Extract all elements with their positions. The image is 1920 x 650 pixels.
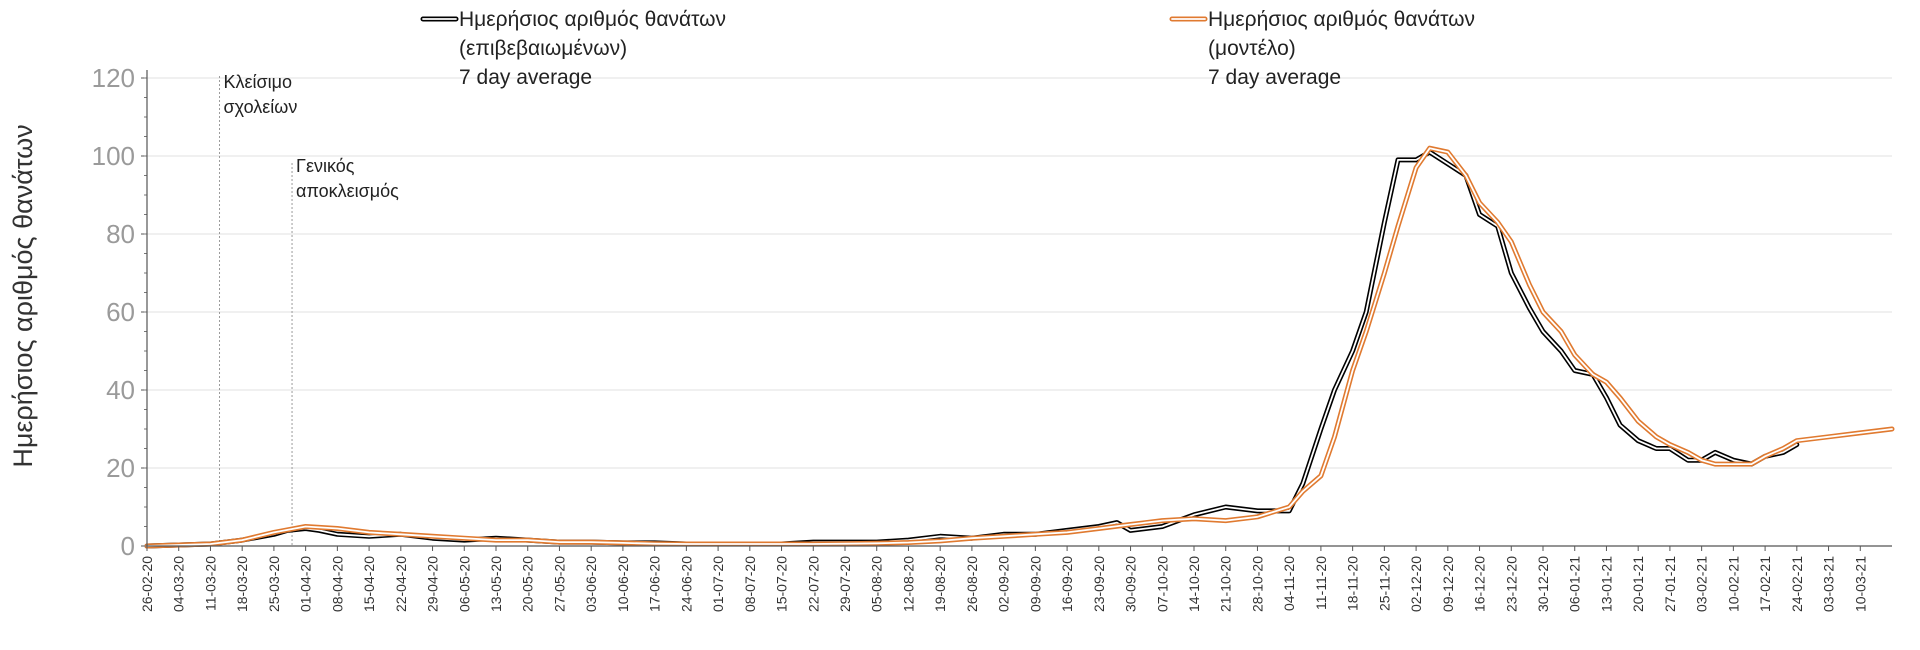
x-tick-label: 28-10-20 bbox=[1249, 556, 1265, 612]
x-tick-label: 21-10-20 bbox=[1218, 556, 1234, 612]
x-tick-label: 16-09-20 bbox=[1059, 556, 1075, 612]
legend-label: Ημερήσιος αριθμός θανάτων bbox=[1208, 8, 1475, 31]
y-tick-label: 60 bbox=[106, 297, 135, 327]
y-tick-label: 80 bbox=[106, 219, 135, 249]
legend-label: Ημερήσιος αριθμός θανάτων bbox=[459, 8, 726, 31]
annotation-label: αποκλεισμός bbox=[296, 181, 399, 201]
y-axis-label: Ημερήσιος αριθμός θανάτων bbox=[8, 124, 38, 467]
legend-label: (μοντέλο) bbox=[1208, 37, 1296, 60]
x-tick-label: 25-03-20 bbox=[266, 556, 282, 612]
x-tick-label: 15-07-20 bbox=[774, 556, 790, 612]
legend-label: 7 day average bbox=[459, 66, 592, 89]
x-tick-label: 29-04-20 bbox=[425, 556, 441, 612]
x-tick-label: 17-06-20 bbox=[647, 556, 663, 612]
x-tick-label: 02-09-20 bbox=[996, 556, 1012, 612]
y-tick-label: 40 bbox=[106, 375, 135, 405]
x-tick-label: 13-05-20 bbox=[488, 556, 504, 612]
x-tick-label: 22-07-20 bbox=[805, 556, 821, 612]
x-tick-label: 16-12-20 bbox=[1472, 556, 1488, 612]
x-tick-label: 30-09-20 bbox=[1123, 556, 1139, 612]
x-tick-label: 27-01-21 bbox=[1662, 556, 1678, 612]
x-tick-label: 23-09-20 bbox=[1091, 556, 1107, 612]
x-tick-label: 27-05-20 bbox=[551, 556, 567, 612]
x-tick-label: 18-11-20 bbox=[1345, 556, 1361, 611]
x-tick-label: 30-12-20 bbox=[1535, 556, 1551, 612]
annotation-lines bbox=[219, 76, 293, 546]
x-tick-label: 10-02-21 bbox=[1725, 556, 1741, 612]
x-tick-label: 20-05-20 bbox=[520, 556, 536, 612]
series-line-inner-1 bbox=[146, 147, 1893, 547]
x-tick-label: 07-10-20 bbox=[1154, 556, 1170, 612]
axes bbox=[141, 70, 1892, 551]
series-line-inner-0 bbox=[146, 151, 1798, 547]
x-tick-label: 03-03-21 bbox=[1821, 556, 1837, 612]
x-tick-label: 24-02-21 bbox=[1789, 556, 1805, 612]
y-tick-label: 20 bbox=[106, 453, 135, 483]
x-tick-label: 01-04-20 bbox=[298, 556, 314, 612]
x-tick-label: 20-01-21 bbox=[1630, 556, 1646, 612]
x-tick-label: 04-11-20 bbox=[1281, 556, 1297, 611]
y-tick-labels: 0 20 40 60 80 100 120 bbox=[92, 63, 135, 561]
x-tick-label: 09-12-20 bbox=[1440, 556, 1456, 612]
x-tick-label: 10-03-21 bbox=[1852, 556, 1868, 612]
annotation-labels: Κλείσιμο σχολείων Γενικός αποκλεισμός bbox=[224, 72, 400, 201]
x-tick-label: 12-08-20 bbox=[900, 556, 916, 612]
x-tick-label: 01-07-20 bbox=[710, 556, 726, 612]
x-tick-label: 03-06-20 bbox=[583, 556, 599, 612]
x-tick-label: 29-07-20 bbox=[837, 556, 853, 612]
legend-label: (επιβεβαιωμένων) bbox=[459, 37, 627, 60]
x-tick-label: 24-06-20 bbox=[678, 556, 694, 612]
x-tick-label: 17-02-21 bbox=[1757, 556, 1773, 612]
x-tick-label: 19-08-20 bbox=[932, 556, 948, 612]
x-tick-label: 11-11-20 bbox=[1313, 556, 1329, 610]
annotation-label: σχολείων bbox=[224, 97, 298, 117]
x-tick-label: 02-12-20 bbox=[1408, 556, 1424, 612]
y-tick-label: 100 bbox=[92, 141, 135, 171]
series-line-outer-0 bbox=[144, 149, 1800, 549]
legend-label: 7 day average bbox=[1208, 66, 1341, 89]
x-tick-label: 14-10-20 bbox=[1186, 556, 1202, 612]
x-tick-label: 08-04-20 bbox=[329, 556, 345, 612]
x-tick-label: 22-04-20 bbox=[393, 556, 409, 612]
y-tick-label: 120 bbox=[92, 63, 135, 93]
series-line-outer-1 bbox=[144, 145, 1895, 549]
gridlines bbox=[147, 77, 1892, 469]
x-tick-label: 08-07-20 bbox=[742, 556, 758, 612]
x-tick-label: 05-08-20 bbox=[869, 556, 885, 612]
x-tick-label: 09-09-20 bbox=[1027, 556, 1043, 612]
x-tick-label: 26-02-20 bbox=[139, 556, 155, 612]
y-tick-label: 0 bbox=[121, 531, 135, 561]
x-tick-label: 15-04-20 bbox=[361, 556, 377, 612]
x-tick-label: 04-03-20 bbox=[171, 556, 187, 612]
x-tick-label: 06-05-20 bbox=[456, 556, 472, 612]
x-tick-label: 25-11-20 bbox=[1376, 556, 1392, 611]
annotation-label: Γενικός bbox=[296, 156, 355, 176]
x-tick-label: 11-03-20 bbox=[202, 556, 218, 611]
x-tick-label: 06-01-21 bbox=[1567, 556, 1583, 612]
x-tick-label: 26-08-20 bbox=[964, 556, 980, 612]
legend: Ημερήσιος αριθμός θανάτων (επιβεβαιωμένων… bbox=[420, 8, 1475, 89]
x-tick-label: 18-03-20 bbox=[234, 556, 250, 612]
x-tick-label: 13-01-21 bbox=[1598, 556, 1614, 612]
x-tick-label: 03-02-21 bbox=[1694, 556, 1710, 612]
x-tick-label: 23-12-20 bbox=[1503, 556, 1519, 612]
x-tick-labels: 26-02-20 04-03-20 11-03-20 18-03-20 25-03-20… bbox=[139, 556, 1868, 612]
annotation-label: Κλείσιμο bbox=[224, 72, 293, 92]
x-tick-label: 10-06-20 bbox=[615, 556, 631, 612]
series-lines bbox=[144, 145, 1895, 549]
